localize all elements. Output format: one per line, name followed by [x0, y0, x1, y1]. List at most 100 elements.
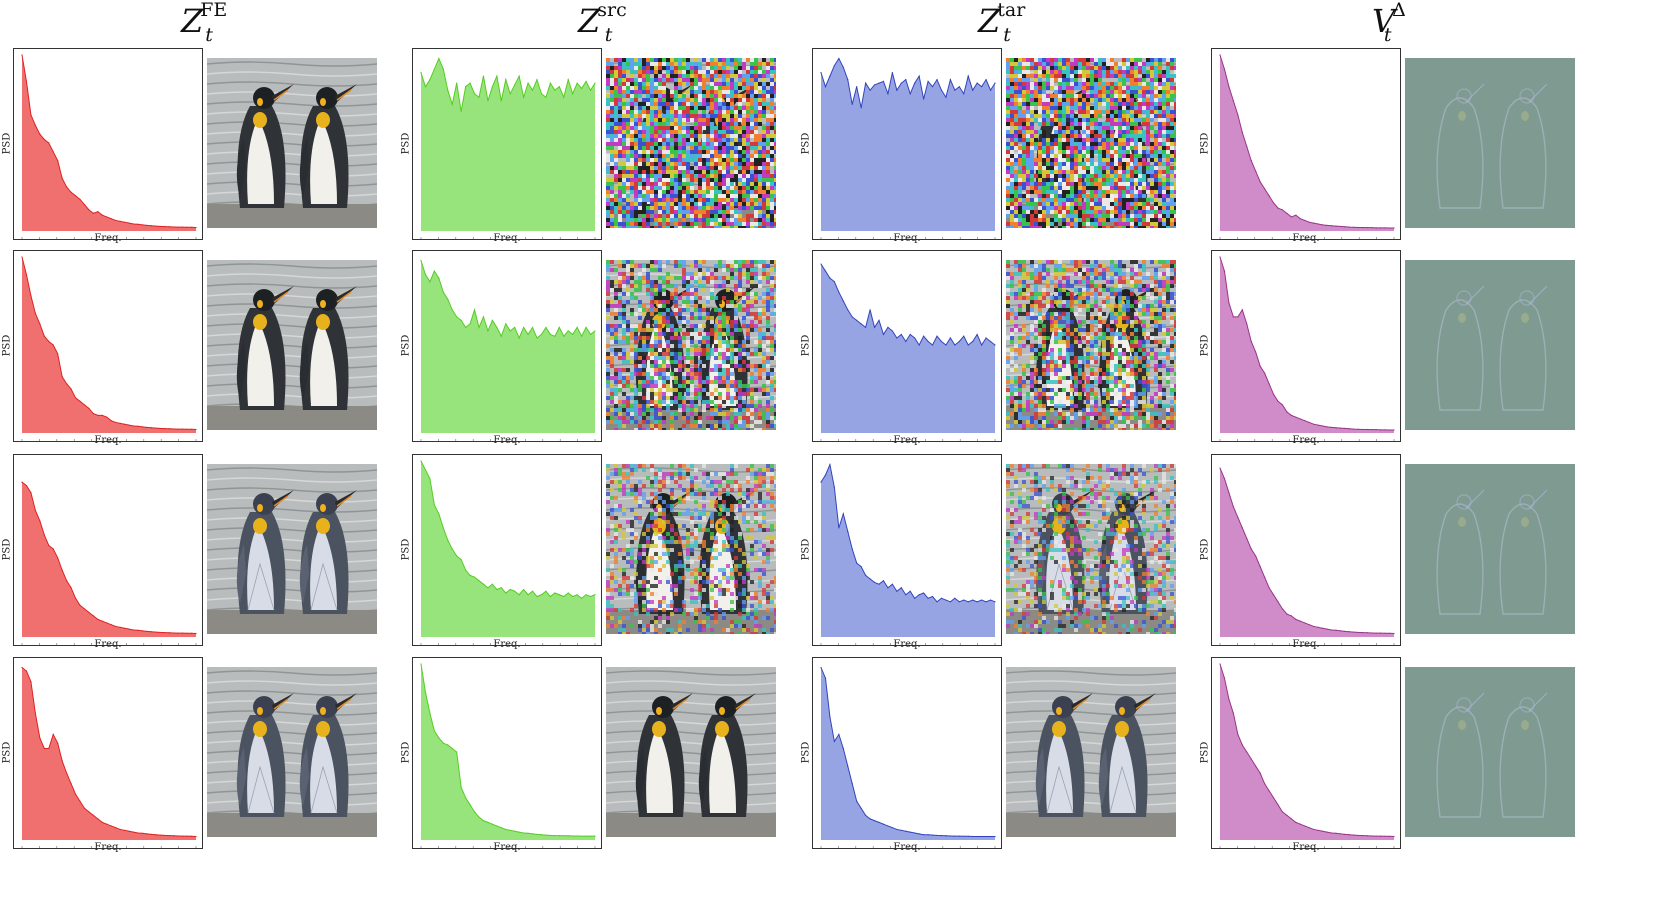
psd-point: [39, 520, 41, 522]
psd-point: [1330, 225, 1333, 227]
psd-line: [820, 263, 996, 347]
psd-point: [985, 601, 987, 603]
noise-overlay: [1006, 260, 1176, 430]
psd-point: [447, 298, 449, 300]
psd-point: [820, 481, 822, 483]
psd-point: [847, 530, 849, 532]
psd-point: [1295, 618, 1297, 620]
psd-point: [1259, 772, 1261, 774]
psd-point: [92, 212, 94, 214]
psd-point: [1326, 426, 1328, 428]
psd-point: [1393, 835, 1395, 838]
psd-point: [146, 833, 148, 835]
psd-point: [829, 277, 831, 279]
psd-point: [563, 835, 565, 837]
psd-point: [173, 632, 175, 634]
psd-point: [936, 834, 938, 837]
psd-point: [1219, 256, 1221, 258]
psd-point: [589, 89, 592, 91]
psd-svg: [820, 666, 996, 848]
psd-point: [531, 326, 534, 328]
psd-point: [447, 539, 449, 541]
psd-point: [563, 595, 565, 598]
penguin-image-svg: [1405, 667, 1575, 837]
psd-point: [585, 326, 587, 328]
x-axis-label: Freq.: [94, 842, 122, 853]
psd-point: [1313, 828, 1315, 831]
psd-point: [594, 330, 596, 332]
psd-point: [856, 86, 858, 88]
psd-line: [820, 462, 996, 603]
psd-point: [563, 96, 565, 98]
psd-svg: [820, 263, 996, 441]
penguin-image-fe-row4: [207, 667, 377, 837]
psd-point: [820, 263, 822, 265]
psd-point: [989, 835, 992, 838]
penguin-image-svg: [1405, 464, 1575, 634]
psd-point: [1366, 227, 1368, 229]
psd-point: [976, 601, 978, 603]
psd-point: [820, 72, 822, 74]
psd-point: [429, 281, 431, 283]
psd-point: [1317, 223, 1319, 225]
psd-point: [1339, 225, 1342, 228]
psd-point: [21, 54, 23, 56]
penguins: [635, 693, 756, 817]
psd-point: [52, 151, 54, 153]
noise-overlay: [1006, 58, 1176, 228]
penguin-image-tar-row1: [1006, 58, 1176, 228]
psd-point: [66, 383, 68, 385]
psd-point: [1281, 209, 1284, 211]
column-title-fe: ZFEt: [181, 0, 228, 46]
psd-point: [1277, 804, 1279, 806]
psd-point: [1326, 831, 1328, 833]
psd-point: [1335, 629, 1337, 631]
psd-point: [945, 344, 947, 346]
psd-point: [487, 100, 489, 102]
psd-plot-vd-row2: [1211, 250, 1401, 442]
psd-point: [1290, 818, 1292, 820]
psd-point: [967, 601, 969, 603]
penguin-image-src-row1: [606, 58, 776, 228]
psd-point: [88, 407, 90, 409]
psd-point: [873, 581, 876, 584]
psd-point: [420, 663, 422, 665]
psd-point: [155, 427, 157, 429]
psd-point: [420, 72, 422, 74]
psd-point: [518, 831, 520, 833]
psd-point: [527, 832, 529, 834]
psd-point: [1281, 811, 1284, 813]
psd-point: [429, 478, 431, 480]
psd-point: [576, 594, 578, 596]
x-axis-label: Freq.: [94, 435, 122, 446]
psd-line: [420, 57, 596, 112]
psd-point: [1250, 340, 1252, 343]
penguin-image-vd-row1: [1405, 58, 1575, 228]
psd-point: [860, 807, 862, 809]
psd-point: [923, 592, 925, 594]
psd-point: [1344, 833, 1346, 835]
psd-point: [1322, 830, 1324, 832]
psd-point: [128, 830, 130, 832]
psd-point: [186, 835, 188, 837]
psd-svg: [1219, 467, 1395, 645]
psd-point: [1357, 226, 1359, 229]
psd-point: [460, 786, 462, 788]
penguin-image-src-row3: [606, 464, 776, 634]
psd-point: [433, 504, 435, 506]
psd-point: [540, 333, 543, 336]
psd-point: [168, 226, 170, 228]
penguin-image-svg: [207, 58, 377, 228]
psd-point: [572, 835, 574, 837]
psd-point: [110, 624, 112, 626]
psd-point: [491, 319, 493, 321]
psd-point: [74, 397, 77, 399]
psd-point: [473, 93, 476, 95]
psd-point: [1375, 227, 1377, 229]
psd-point: [1388, 429, 1391, 431]
y-axis-label: PSD: [1, 334, 13, 357]
psd-point: [1250, 160, 1252, 162]
psd-point: [1268, 790, 1270, 792]
psd-point: [433, 270, 435, 272]
psd-point: [491, 823, 493, 825]
